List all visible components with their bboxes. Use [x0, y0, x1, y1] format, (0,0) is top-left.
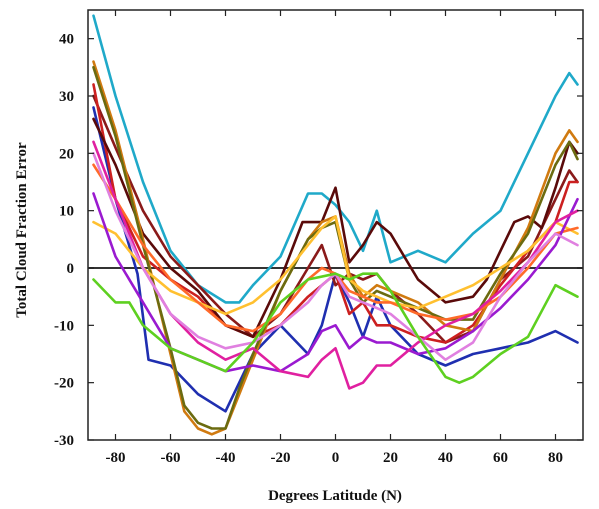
- x-tick-label: 0: [332, 450, 340, 466]
- series-line-11: [92, 140, 579, 390]
- series-line-6: [92, 60, 579, 436]
- y-tick-label: 0: [67, 261, 75, 277]
- x-tick-label: 20: [383, 450, 398, 466]
- series-line-8: [92, 215, 579, 316]
- series-group: [92, 14, 579, 436]
- y-tick-label: 10: [59, 204, 74, 220]
- x-tick-label: -40: [216, 450, 236, 466]
- y-tick-label: 30: [59, 89, 74, 105]
- y-tick-label: 40: [59, 32, 74, 48]
- x-axis-title: Degrees Latitude (N): [268, 488, 402, 504]
- series-line-13: [92, 272, 579, 385]
- y-axis-title: Total Cloud Fraction Error: [14, 142, 30, 318]
- y-tick-label: -10: [54, 318, 74, 334]
- y-tick-label: 20: [59, 146, 74, 162]
- x-tick-label: 60: [493, 450, 508, 466]
- x-tick-label: 80: [548, 450, 563, 466]
- series-line-9: [92, 163, 579, 333]
- x-tick-label: -60: [161, 450, 181, 466]
- series-line-5: [92, 117, 579, 339]
- x-tick-label: 40: [438, 450, 453, 466]
- x-tick-label: -80: [106, 450, 126, 466]
- series-line-12: [92, 152, 579, 362]
- series-line-7: [92, 66, 579, 430]
- ticks-group: -80 -60 -40 -20 0 20 40 60 80 -30 -20 -10 0 10 20 30 40: [54, 10, 583, 466]
- y-tick-label: -30: [54, 433, 74, 449]
- x-tick-label: -20: [271, 450, 291, 466]
- series-line-4: [92, 83, 579, 344]
- y-tick-label: -20: [54, 376, 74, 392]
